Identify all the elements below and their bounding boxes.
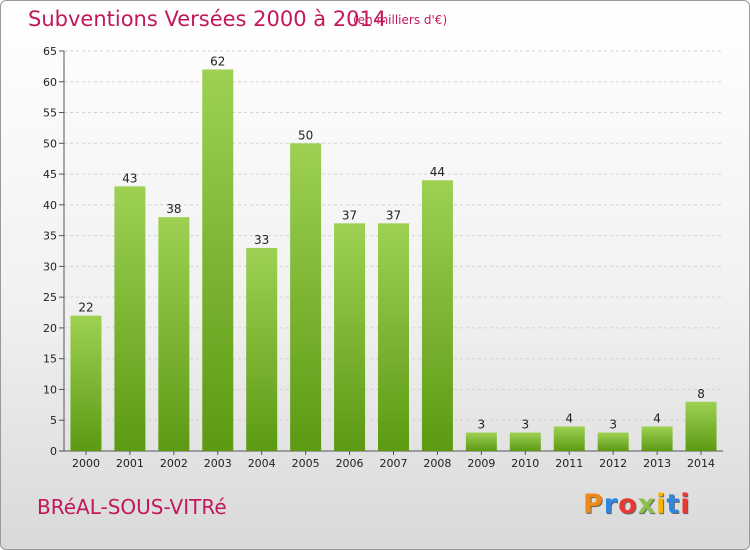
value-label-2011: 4 [565, 411, 573, 425]
y-tick-label: 60 [43, 76, 57, 89]
x-tick-label-2000: 2000 [72, 457, 100, 470]
bar-2010 [509, 432, 541, 451]
x-tick-label-2008: 2008 [423, 457, 451, 470]
x-tick-label-2001: 2001 [116, 457, 144, 470]
x-tick-label-2012: 2012 [599, 457, 627, 470]
value-label-2006: 37 [342, 208, 357, 222]
bar-2007 [378, 223, 409, 451]
bar-2005 [290, 143, 322, 452]
value-label-2005: 50 [298, 128, 313, 142]
x-tick-label-2004: 2004 [248, 457, 276, 470]
value-label-2014: 8 [697, 387, 705, 401]
commune-name: BRéAL-SOUS-VITRé [37, 495, 227, 519]
y-tick-label: 5 [50, 414, 57, 427]
bars [70, 69, 717, 452]
value-label-2009: 3 [478, 418, 486, 432]
logo-letter: i [680, 489, 691, 520]
value-label-2013: 4 [653, 411, 661, 425]
y-tick-label: 25 [43, 291, 57, 304]
y-tick-label: 0 [50, 445, 57, 458]
y-tick-label: 10 [43, 383, 57, 396]
chart-unit: (en milliers d'€) [353, 13, 448, 27]
bar-2013 [641, 426, 673, 451]
y-tick-label: 50 [43, 137, 57, 150]
y-tick-label: 30 [43, 260, 57, 273]
bar-2006 [334, 223, 366, 451]
x-tick-label-2005: 2005 [292, 457, 320, 470]
y-tick-label: 20 [43, 322, 57, 335]
bar-2002 [158, 217, 190, 451]
value-label-2008: 44 [430, 165, 445, 179]
x-tick-label-2006: 2006 [336, 457, 364, 470]
x-tick-label-2014: 2014 [687, 457, 715, 470]
y-tick-label: 45 [43, 168, 57, 181]
bar-2008 [421, 180, 453, 451]
logo-letter: r [603, 489, 619, 520]
x-tick-label-2013: 2013 [643, 457, 671, 470]
value-label-2010: 3 [521, 418, 529, 432]
proxiti-logo: Proxiti [583, 489, 691, 520]
x-tick-label-2011: 2011 [555, 457, 583, 470]
value-label-2001: 43 [122, 171, 137, 185]
x-tick-label-2003: 2003 [204, 457, 232, 470]
x-tick-label-2009: 2009 [467, 457, 495, 470]
logo-letter: o [618, 489, 638, 520]
x-tick-label-2002: 2002 [160, 457, 188, 470]
logo-letter: P [583, 489, 604, 520]
value-label-2003: 62 [210, 54, 225, 68]
value-label-2004: 33 [254, 233, 269, 247]
bar-2000 [70, 315, 102, 451]
x-tick-label-2010: 2010 [511, 457, 539, 470]
bar-2003 [202, 69, 234, 451]
y-tick-label: 35 [43, 230, 57, 243]
y-tick-label: 55 [43, 107, 57, 120]
y-tick-label: 65 [43, 45, 57, 58]
y-tick-labels: 0 5 10 15 20 25 30 35 40 45 50 55 60 65 [43, 45, 57, 458]
bar-2012 [597, 432, 629, 451]
bar-2001 [114, 186, 146, 451]
x-tick-labels: 2000 2001 2002 2003 2004 2005 2006 2007 2008 2009… [72, 457, 715, 470]
y-tick-label: 40 [43, 199, 57, 212]
logo-letter: x [637, 489, 657, 520]
chart-title: Subventions Versées 2000 à 2014 [28, 7, 387, 31]
value-label-2007: 37 [386, 208, 401, 222]
x-tick-label-2007: 2007 [380, 457, 408, 470]
bar-2009 [465, 432, 497, 451]
value-label-2000: 22 [78, 301, 93, 315]
value-label-2012: 3 [609, 418, 617, 432]
logo-letter: t [666, 489, 681, 520]
bar-2011 [553, 426, 585, 451]
logo-letter: i [656, 489, 667, 520]
bar-2004 [246, 247, 278, 451]
y-tick-label: 15 [43, 353, 57, 366]
value-label-2002: 38 [166, 202, 181, 216]
bar-2014 [685, 401, 717, 451]
